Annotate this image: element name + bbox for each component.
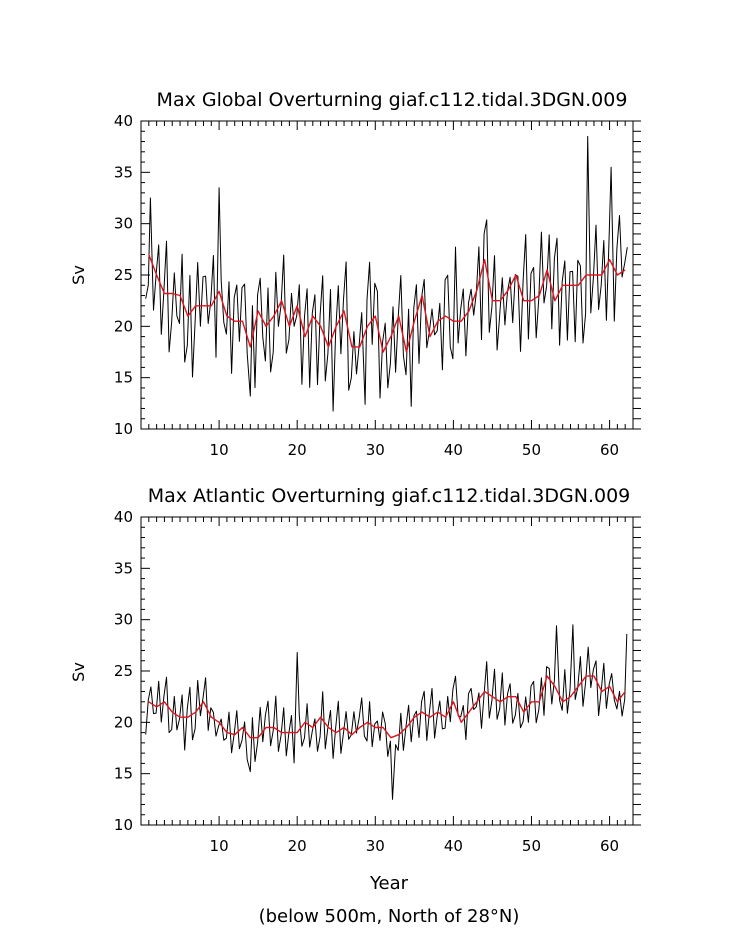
atlantic-x-tick-label: 40 (444, 837, 463, 855)
global-y-tick-label: 20 (114, 317, 133, 335)
x-axis-label: Year (369, 873, 409, 894)
global-x-tick-label: 20 (288, 441, 307, 459)
atlantic-y-tick-label: 20 (114, 713, 133, 731)
global-x-tick-label: 40 (444, 441, 463, 459)
atlantic-x-tick-label: 30 (366, 837, 385, 855)
atlantic-x-tick-label: 20 (288, 837, 307, 855)
atlantic-x-tick-label: 10 (210, 837, 229, 855)
atlantic-x-tick-label: 50 (522, 837, 541, 855)
global-x-tick-label: 30 (366, 441, 385, 459)
atlantic-overturning-panel: Max Atlantic Overturning giaf.c112.tidal… (69, 485, 641, 894)
global-y-axis-label: Sv (69, 265, 88, 285)
atlantic-y-tick-label: 25 (114, 662, 133, 680)
atlantic-y-axis-label: Sv (69, 662, 88, 682)
global-y-tick-label: 15 (114, 369, 133, 387)
global-x-tick-label: 10 (210, 441, 229, 459)
global-x-tick-label: 60 (600, 441, 619, 459)
global-y-tick-label: 10 (114, 420, 133, 438)
atlantic-monthly-series-line (145, 624, 628, 800)
atlantic-plot-area: 10 20 30 40 50 60 10 15 20 25 30 35 40 (114, 508, 641, 855)
atlantic-y-tick-label: 30 (114, 611, 133, 629)
atlantic-annual-mean-line (148, 675, 626, 739)
global-annual-mean-line (148, 254, 626, 353)
global-y-tick-label: 30 (114, 215, 133, 233)
atlantic-y-tick-label: 40 (114, 508, 133, 526)
global-x-tick-label: 50 (522, 441, 541, 459)
global-plot-frame (140, 120, 634, 430)
atlantic-chart-title: Max Atlantic Overturning giaf.c112.tidal… (148, 485, 631, 507)
atlantic-y-tick-label: 15 (114, 765, 133, 783)
global-y-tick-label: 25 (114, 266, 133, 284)
footer-note: (below 500m, North of 28°N) (259, 906, 520, 927)
global-monthly-series-line (145, 135, 628, 412)
atlantic-x-tick-label: 60 (600, 837, 619, 855)
global-chart-title: Max Global Overturning giaf.c112.tidal.3… (157, 89, 628, 111)
atlantic-y-tick-label: 10 (114, 816, 133, 834)
global-y-tick-label: 40 (114, 112, 133, 130)
global-plot-area: 10 20 30 40 50 60 10 15 20 25 30 35 40 (114, 112, 641, 459)
atlantic-y-tick-label: 35 (114, 559, 133, 577)
global-overturning-panel: Max Global Overturning giaf.c112.tidal.3… (69, 89, 641, 459)
global-y-tick-label: 35 (114, 163, 133, 181)
atlantic-plot-frame (140, 516, 634, 826)
